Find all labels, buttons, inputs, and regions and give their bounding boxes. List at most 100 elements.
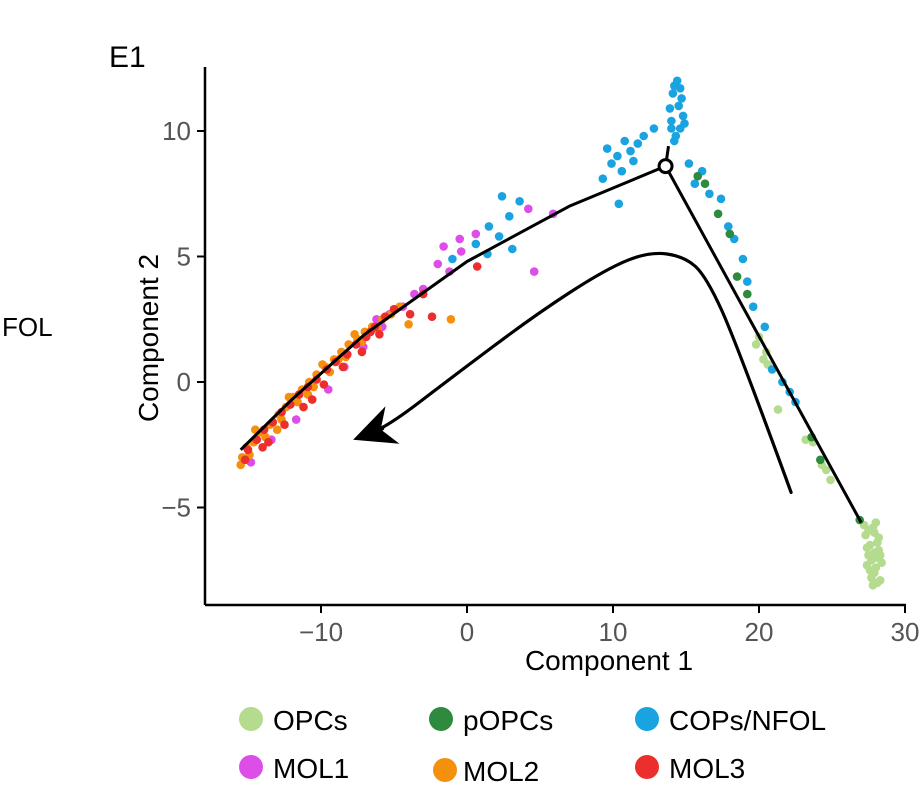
point-mol3 [472, 262, 482, 271]
point-opcs [826, 475, 835, 485]
point-mol1 [291, 415, 301, 424]
x-tick-label: 20 [745, 617, 774, 647]
point-opcs [773, 405, 783, 414]
point-mol1 [456, 247, 466, 256]
y-tick-label: 10 [162, 116, 191, 146]
y-tick-label: −5 [161, 493, 191, 523]
y-ticks: −5 0 5 10 [161, 116, 205, 523]
point-cops-nfol [497, 192, 507, 201]
axes [203, 67, 906, 607]
point-popcs [743, 289, 752, 299]
point-opcs [870, 548, 879, 557]
point-opcs [751, 340, 761, 349]
point-cops-nfol [614, 199, 624, 209]
series-mol1 [246, 204, 558, 467]
point-cops-nfol [629, 156, 638, 166]
point-cops-nfol [508, 244, 517, 254]
point-cops-nfol [716, 194, 726, 204]
point-cops-nfol [448, 254, 457, 264]
x-axis-title: Component 1 [525, 645, 693, 676]
legend-label-popcs: pOPCs [463, 705, 553, 736]
point-cops-nfol [672, 76, 682, 86]
pseudotime-arrow-line [369, 251, 793, 494]
legend-label-cops-nfol: COPs/NFOL [669, 705, 826, 736]
point-cops-nfol [505, 212, 514, 221]
series-opcs [751, 332, 886, 590]
point-opcs [867, 555, 876, 565]
point-cops-nfol [626, 146, 635, 156]
point-popcs [713, 209, 723, 219]
point-mol3 [405, 309, 415, 319]
point-opcs [868, 581, 878, 590]
point-cops-nfol [494, 232, 504, 241]
legend-swatch-mol3 [635, 755, 659, 779]
point-popcs [816, 455, 825, 465]
legend-item-popcs: pOPCs [429, 705, 553, 736]
point-mol3 [258, 443, 267, 452]
point-cops-nfol [484, 222, 494, 231]
point-opcs [871, 518, 881, 527]
point-cops-nfol [767, 365, 777, 374]
point-cops-nfol [677, 94, 686, 103]
point-cops-nfol [667, 124, 676, 133]
point-cops-nfol [620, 136, 629, 146]
point-popcs [693, 171, 702, 181]
legend-swatch-mol1 [239, 755, 263, 779]
point-mol3 [280, 420, 289, 430]
point-mol2 [293, 397, 302, 407]
point-mol1 [471, 229, 481, 239]
legend-swatch-opcs [239, 707, 263, 731]
point-mol3 [357, 347, 367, 357]
point-cops-nfol [649, 124, 659, 133]
side-label: FOL [2, 312, 53, 342]
point-mol3 [427, 312, 437, 322]
point-mol2 [350, 330, 359, 339]
trajectory-lines [239, 145, 863, 524]
point-popcs [732, 272, 742, 281]
point-cops-nfol [724, 222, 733, 231]
point-cops-nfol [515, 197, 524, 206]
point-mol3 [240, 455, 250, 465]
legend-item-opcs: OPCs [239, 705, 348, 736]
point-cops-nfol [684, 159, 694, 168]
legend-label-opcs: OPCs [273, 705, 348, 736]
point-cops-nfol [680, 119, 689, 128]
point-cops-nfol [760, 322, 770, 332]
point-popcs [700, 179, 710, 188]
x-tick-label: 10 [599, 617, 628, 647]
point-opcs [867, 573, 876, 583]
point-cops-nfol [670, 136, 679, 146]
x-ticks: −10 0 10 20 30 [299, 605, 919, 647]
point-opcs [873, 538, 882, 547]
point-cops-nfol [743, 277, 752, 286]
point-opcs [759, 355, 768, 364]
legend-label-mol2: MOL2 [463, 756, 539, 787]
point-cops-nfol [748, 302, 758, 312]
point-opcs [862, 543, 872, 552]
point-opcs [871, 563, 881, 572]
point-cops-nfol [668, 89, 678, 98]
point-cops-nfol [633, 139, 643, 148]
legend-item-mol1: MOL1 [239, 753, 349, 784]
legend-label-mol1: MOL1 [273, 753, 349, 784]
legend-swatch-popcs [429, 707, 453, 731]
y-tick-label: 5 [177, 242, 191, 272]
x-tick-label: −10 [299, 617, 343, 647]
legend-item-cops-nfol: COPs/NFOL [635, 705, 826, 736]
point-cops-nfol [598, 174, 608, 183]
point-cops-nfol [674, 101, 683, 111]
point-popcs [725, 229, 735, 239]
branch-point-marker [657, 158, 674, 175]
legend-item-mol2: MOL2 [433, 756, 539, 787]
legend-item-mol3: MOL3 [635, 753, 745, 784]
point-mol1 [433, 259, 443, 269]
legend-swatch-mol2 [433, 758, 457, 782]
point-mol3 [264, 437, 273, 447]
x-tick-label: 0 [460, 617, 474, 647]
point-cops-nfol [471, 239, 481, 249]
point-mol2 [272, 425, 282, 435]
y-tick-label: 0 [177, 367, 191, 397]
point-cops-nfol [705, 189, 714, 199]
point-mol3 [338, 362, 348, 372]
